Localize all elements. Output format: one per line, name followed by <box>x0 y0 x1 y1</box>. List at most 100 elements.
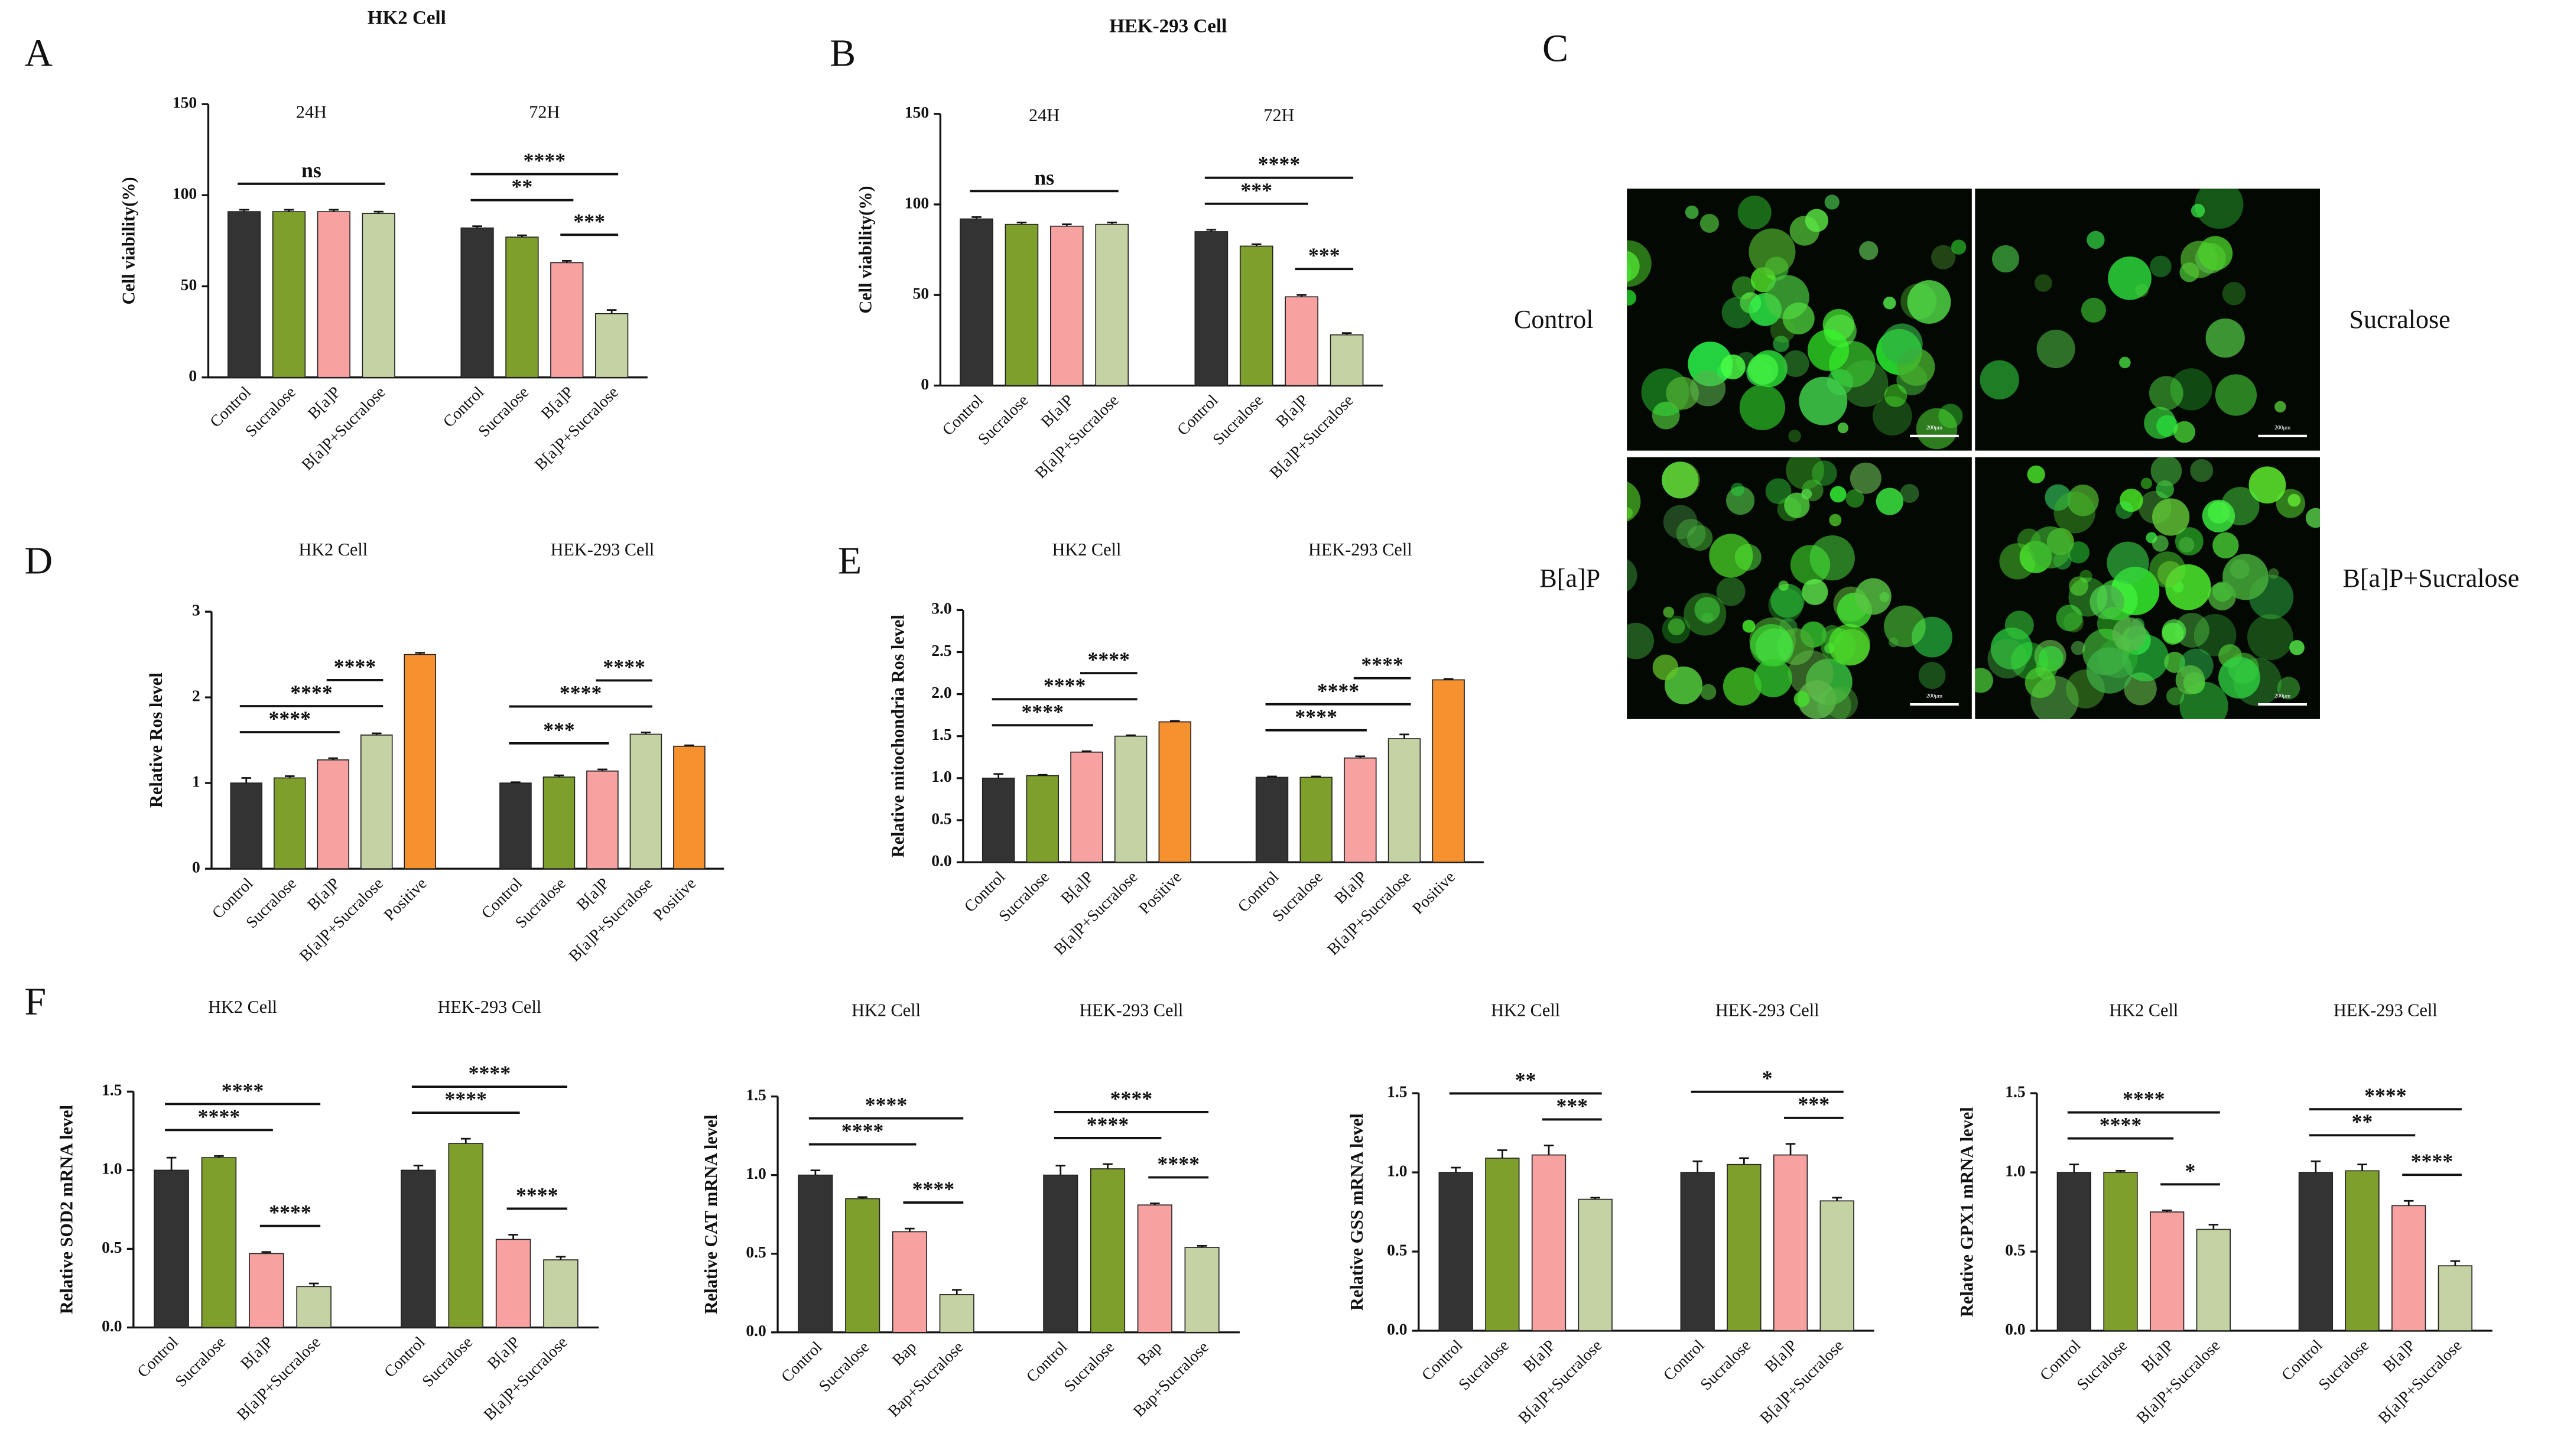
significance-label: **** <box>444 1087 487 1111</box>
y-tick-label: 1.5 <box>1387 1082 1407 1100</box>
group-label: HK2 Cell <box>298 540 368 560</box>
error-bar <box>1055 1165 1066 1175</box>
error-bar <box>1197 1245 1207 1248</box>
bar <box>543 1259 579 1328</box>
error-bar <box>1107 222 1117 225</box>
significance-label: *** <box>1308 243 1340 267</box>
bar <box>273 777 306 869</box>
bar <box>317 211 350 378</box>
error-bar <box>460 1138 471 1144</box>
significance-label: **** <box>1087 1113 1129 1136</box>
cell-blob <box>1652 654 1679 681</box>
significance-label: **** <box>334 655 376 678</box>
cell-blob <box>2053 492 2095 534</box>
cell-blob <box>1786 457 1825 490</box>
cell-blob <box>2152 498 2190 536</box>
cell-blob <box>1888 637 1899 648</box>
cell-blob <box>1627 481 1641 522</box>
bar <box>550 262 584 378</box>
significance-label: ns <box>1034 165 1054 189</box>
x-tick-label: B[a]P+Sucralose <box>2133 1336 2224 1427</box>
cell-blob <box>1811 460 1837 486</box>
cell-blob <box>1784 492 1810 518</box>
cell-blob <box>2170 368 2212 411</box>
cell-blob <box>1782 302 1815 334</box>
x-tick-label: Sucralose <box>2073 1336 2131 1394</box>
cell-blob <box>1726 486 1755 515</box>
x-tick-label: Sucralose <box>1060 1338 1118 1396</box>
bar <box>1285 296 1318 386</box>
significance-label: *** <box>543 718 575 742</box>
bar <box>939 1294 974 1333</box>
error-bar <box>857 1196 867 1199</box>
cell-blob <box>1686 525 1713 551</box>
cell-blob <box>1881 323 1923 365</box>
bar <box>1114 735 1148 863</box>
error-bar <box>1150 1202 1160 1205</box>
bar <box>1137 1204 1172 1333</box>
bar <box>1344 757 1377 863</box>
x-tick-label: Sucralose <box>1697 1336 1754 1394</box>
significance-label: **** <box>1110 1087 1153 1110</box>
group-label: HEK-293 Cell <box>2334 1000 2438 1020</box>
panel-letter: D <box>24 539 53 582</box>
cell-blob <box>2166 687 2185 706</box>
y-tick-label: 0.5 <box>2005 1240 2025 1259</box>
significance-label: **** <box>912 1177 955 1201</box>
cell-blob <box>2205 318 2245 358</box>
cell-blob <box>2156 415 2178 437</box>
y-axis-label: Relative CAT mRNA level <box>701 1114 721 1314</box>
x-tick-label: B[a]P <box>1057 867 1097 907</box>
y-tick-label: 1.0 <box>931 767 951 785</box>
cell-blob <box>1829 486 1847 503</box>
error-bar <box>1126 734 1136 736</box>
error-bar <box>284 209 294 212</box>
chart-title: HEK-293 Cell <box>1109 15 1227 37</box>
bar <box>2196 1228 2231 1331</box>
cell-blob <box>2221 487 2260 526</box>
error-bar <box>810 1169 821 1175</box>
error-bar <box>261 1251 272 1254</box>
error-bar <box>1267 775 1277 778</box>
significance-label: **** <box>198 1104 241 1128</box>
significance-label: **** <box>2364 1084 2407 1107</box>
cell-blob <box>2081 297 2106 323</box>
cell-blob <box>1709 534 1753 578</box>
y-tick-label: 0 <box>192 857 200 876</box>
cell-blob <box>1829 514 1842 526</box>
y-tick-label: 0.5 <box>102 1238 122 1256</box>
panel-letter: A <box>24 32 53 75</box>
cell-blob <box>1720 354 1746 379</box>
cell-blob <box>2120 488 2143 512</box>
x-tick-label: B[a]P <box>1037 391 1077 430</box>
bar <box>1531 1154 1567 1331</box>
bar <box>982 778 1015 863</box>
cell-blob <box>2149 376 2183 411</box>
cell-blob <box>2027 465 2045 484</box>
cell-blob <box>1773 336 1790 352</box>
cell-blob <box>1805 209 1829 232</box>
cell-blob <box>1884 605 1926 648</box>
group-label: HK2 Cell <box>208 997 277 1017</box>
cell-blob <box>1872 396 1912 436</box>
bar <box>460 228 494 378</box>
bar <box>1773 1154 1808 1331</box>
significance-label: **** <box>1157 1152 1200 1175</box>
y-tick-label: 0.0 <box>102 1317 122 1335</box>
error-bar <box>329 209 339 212</box>
significance-label: ns <box>301 158 321 182</box>
bar <box>542 776 576 869</box>
bar <box>2056 1172 2092 1331</box>
cell-blob <box>2115 501 2133 519</box>
image-label: Control <box>1514 305 1594 334</box>
y-tick-label: 100 <box>173 184 197 203</box>
significance-label: *** <box>1556 1094 1588 1117</box>
y-tick-label: 1 <box>192 772 200 790</box>
cell-blob <box>2089 584 2124 620</box>
y-axis-label: Relative Ros level <box>146 672 166 808</box>
cell-blob <box>2268 568 2279 579</box>
error-bar <box>2450 1260 2461 1266</box>
cell-blob <box>1699 213 1719 233</box>
cell-blob <box>1668 618 1685 636</box>
error-bar <box>1341 332 1352 335</box>
